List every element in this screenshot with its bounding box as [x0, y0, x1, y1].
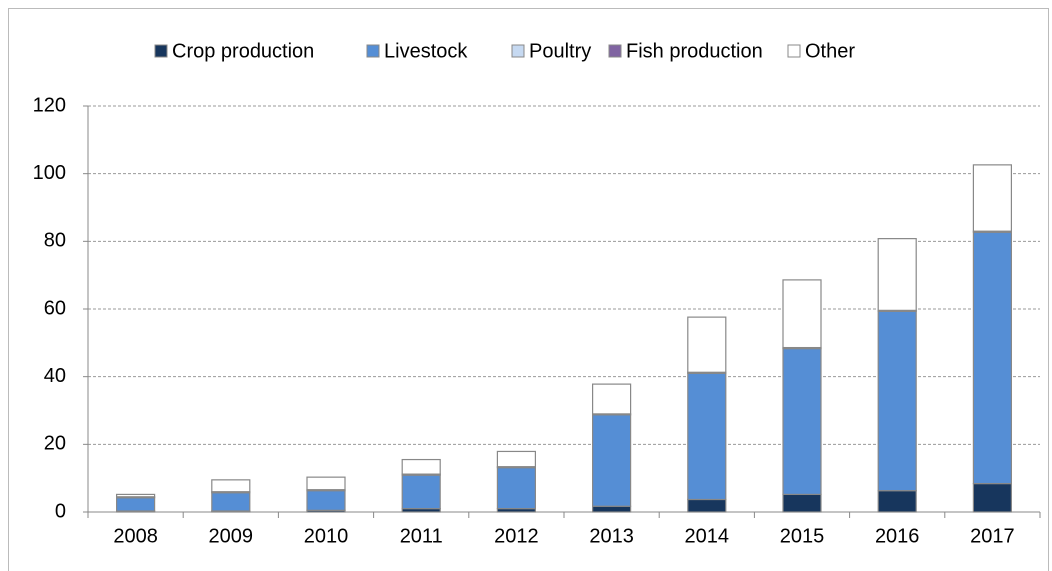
- bar-segment: [306, 476, 346, 491]
- bar-segment: [782, 493, 822, 513]
- x-tick-label: 2010: [304, 525, 349, 547]
- legend-label: Other: [805, 40, 855, 62]
- x-tick-label: 2009: [209, 525, 254, 547]
- bar-segment: [115, 493, 156, 498]
- bar-segment: [877, 490, 917, 513]
- x-tick-label: 2017: [970, 525, 1015, 547]
- bar-segment: [591, 414, 632, 507]
- bar-segment: [782, 347, 822, 496]
- y-tick-label: 120: [33, 94, 66, 116]
- y-tick-label: 80: [44, 230, 66, 252]
- y-tick-label: 0: [55, 500, 66, 522]
- bar-segment: [401, 474, 441, 510]
- bar-segment: [972, 231, 1013, 485]
- bar-segment: [877, 238, 917, 311]
- bar-segment: [496, 467, 536, 510]
- bar-segment: [115, 497, 156, 512]
- bar-segment: [306, 490, 346, 511]
- legend-swatch: [787, 44, 801, 58]
- x-tick-label: 2016: [875, 525, 920, 547]
- x-tick-label: 2012: [494, 525, 539, 547]
- legend-label: Fish production: [626, 40, 763, 62]
- bar-segment: [972, 164, 1013, 232]
- y-tick-label: 100: [33, 162, 66, 184]
- bar-segment: [687, 498, 727, 513]
- bar-segment: [496, 450, 536, 468]
- legend-label: Crop production: [172, 40, 314, 62]
- x-tick-label: 2013: [589, 525, 634, 547]
- chart-frame: [8, 8, 1049, 571]
- x-tick-label: 2011: [400, 525, 443, 547]
- legend-label: Poultry: [529, 40, 591, 62]
- bar-segment: [401, 458, 441, 475]
- legend-label: Livestock: [384, 40, 468, 62]
- legend-swatch: [366, 44, 380, 58]
- bar-segment: [972, 482, 1013, 513]
- legend-swatch: [511, 44, 525, 58]
- x-tick-label: 2015: [780, 525, 825, 547]
- bar-segment: [782, 279, 822, 349]
- bar-segment: [687, 372, 727, 501]
- legend-swatch: [154, 44, 168, 58]
- bar-segment: [591, 383, 632, 415]
- bar-segment: [877, 310, 917, 492]
- legend-swatch: [608, 44, 622, 58]
- bar-segment: [211, 492, 251, 512]
- bar-segment: [687, 316, 727, 373]
- y-tick-label: 40: [44, 365, 66, 387]
- y-tick-label: 60: [44, 297, 66, 319]
- y-tick-label: 20: [44, 433, 66, 455]
- bar-segment: [211, 479, 251, 493]
- x-tick-label: 2014: [685, 525, 730, 547]
- bar-segment: [591, 505, 632, 513]
- x-tick-label: 2008: [113, 525, 158, 547]
